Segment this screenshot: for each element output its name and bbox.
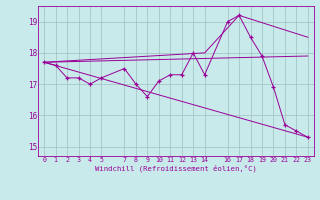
X-axis label: Windchill (Refroidissement éolien,°C): Windchill (Refroidissement éolien,°C) [95,165,257,172]
